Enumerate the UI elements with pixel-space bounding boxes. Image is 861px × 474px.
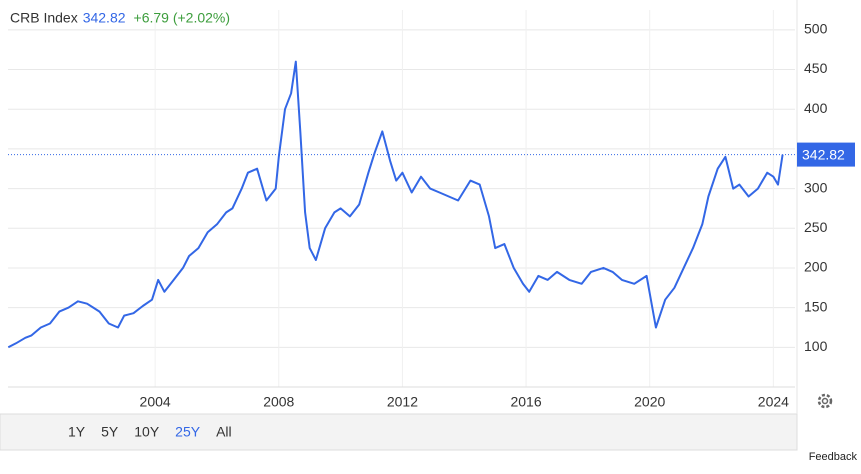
header: CRB Index 342.82 +6.79 (+2.02%) [10,10,230,26]
x-tick-label: 2020 [634,394,665,410]
y-tick-label: 400 [804,100,828,116]
change: +6.79 (+2.02%) [134,10,231,26]
range-button[interactable]: All [216,424,232,440]
y-tick-label: 100 [804,338,828,354]
last-value-label: 342.82 [802,146,845,162]
y-tick-label: 450 [804,60,828,76]
x-tick-label: 2016 [510,394,541,410]
range-button[interactable]: 25Y [175,424,201,440]
feedback-link[interactable]: Feedback [809,451,858,463]
x-tick-label: 2012 [387,394,418,410]
y-tick-label: 500 [804,21,828,37]
range-button[interactable]: 1Y [68,424,86,440]
y-tick-label: 300 [804,179,828,195]
price-line [7,60,784,349]
y-tick-label: 250 [804,219,828,235]
last-value-tag [797,142,855,167]
y-tick-label: 150 [804,298,828,314]
x-tick-label: 2008 [263,394,294,410]
range-bar [0,413,798,451]
current-value: 342.82 [83,10,126,26]
range-button[interactable]: 10Y [134,424,160,440]
y-tick-label: 200 [804,259,828,275]
settings-icon[interactable] [817,393,833,409]
x-tick-label: 2024 [758,394,789,410]
range-button[interactable]: 5Y [101,424,119,440]
chart-title: CRB Index [10,10,78,26]
x-tick-label: 2004 [140,394,171,410]
